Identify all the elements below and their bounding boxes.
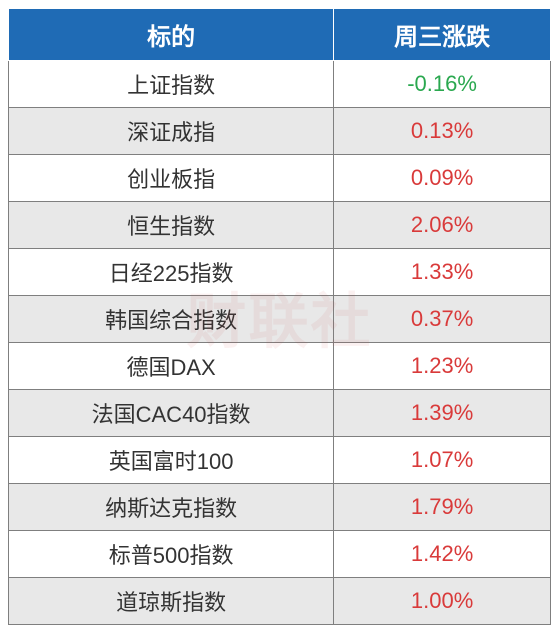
index-name-cell: 上证指数 [9,61,334,108]
table-row: 法国CAC40指数1.39% [9,390,551,437]
index-name-cell: 德国DAX [9,343,334,390]
index-change-cell: -0.16% [334,61,551,108]
table-row: 恒生指数2.06% [9,202,551,249]
table-row: 上证指数-0.16% [9,61,551,108]
index-name-cell: 创业板指 [9,155,334,202]
table-header-row: 标的周三涨跌 [9,9,551,61]
index-name-cell: 法国CAC40指数 [9,390,334,437]
market-index-table: 标的周三涨跌 上证指数-0.16%深证成指0.13%创业板指0.09%恒生指数2… [8,8,551,625]
table-row: 道琼斯指数1.00% [9,578,551,625]
index-change-cell: 1.79% [334,484,551,531]
index-change-cell: 1.23% [334,343,551,390]
market-table-container: 财联社 标的周三涨跌 上证指数-0.16%深证成指0.13%创业板指0.09%恒… [8,8,551,625]
index-name-cell: 英国富时100 [9,437,334,484]
index-change-cell: 1.00% [334,578,551,625]
index-name-cell: 纳斯达克指数 [9,484,334,531]
column-header-1: 周三涨跌 [334,9,551,61]
index-name-cell: 韩国综合指数 [9,296,334,343]
table-body: 上证指数-0.16%深证成指0.13%创业板指0.09%恒生指数2.06%日经2… [9,61,551,625]
column-header-0: 标的 [9,9,334,61]
index-change-cell: 0.13% [334,108,551,155]
index-name-cell: 道琼斯指数 [9,578,334,625]
table-row: 标普500指数1.42% [9,531,551,578]
index-change-cell: 2.06% [334,202,551,249]
index-name-cell: 恒生指数 [9,202,334,249]
index-change-cell: 0.37% [334,296,551,343]
table-row: 纳斯达克指数1.79% [9,484,551,531]
index-name-cell: 深证成指 [9,108,334,155]
table-row: 深证成指0.13% [9,108,551,155]
index-name-cell: 标普500指数 [9,531,334,578]
index-change-cell: 1.39% [334,390,551,437]
index-change-cell: 1.33% [334,249,551,296]
index-name-cell: 日经225指数 [9,249,334,296]
index-change-cell: 1.07% [334,437,551,484]
table-row: 创业板指0.09% [9,155,551,202]
index-change-cell: 1.42% [334,531,551,578]
table-row: 韩国综合指数0.37% [9,296,551,343]
table-row: 日经225指数1.33% [9,249,551,296]
table-row: 德国DAX1.23% [9,343,551,390]
index-change-cell: 0.09% [334,155,551,202]
table-row: 英国富时1001.07% [9,437,551,484]
